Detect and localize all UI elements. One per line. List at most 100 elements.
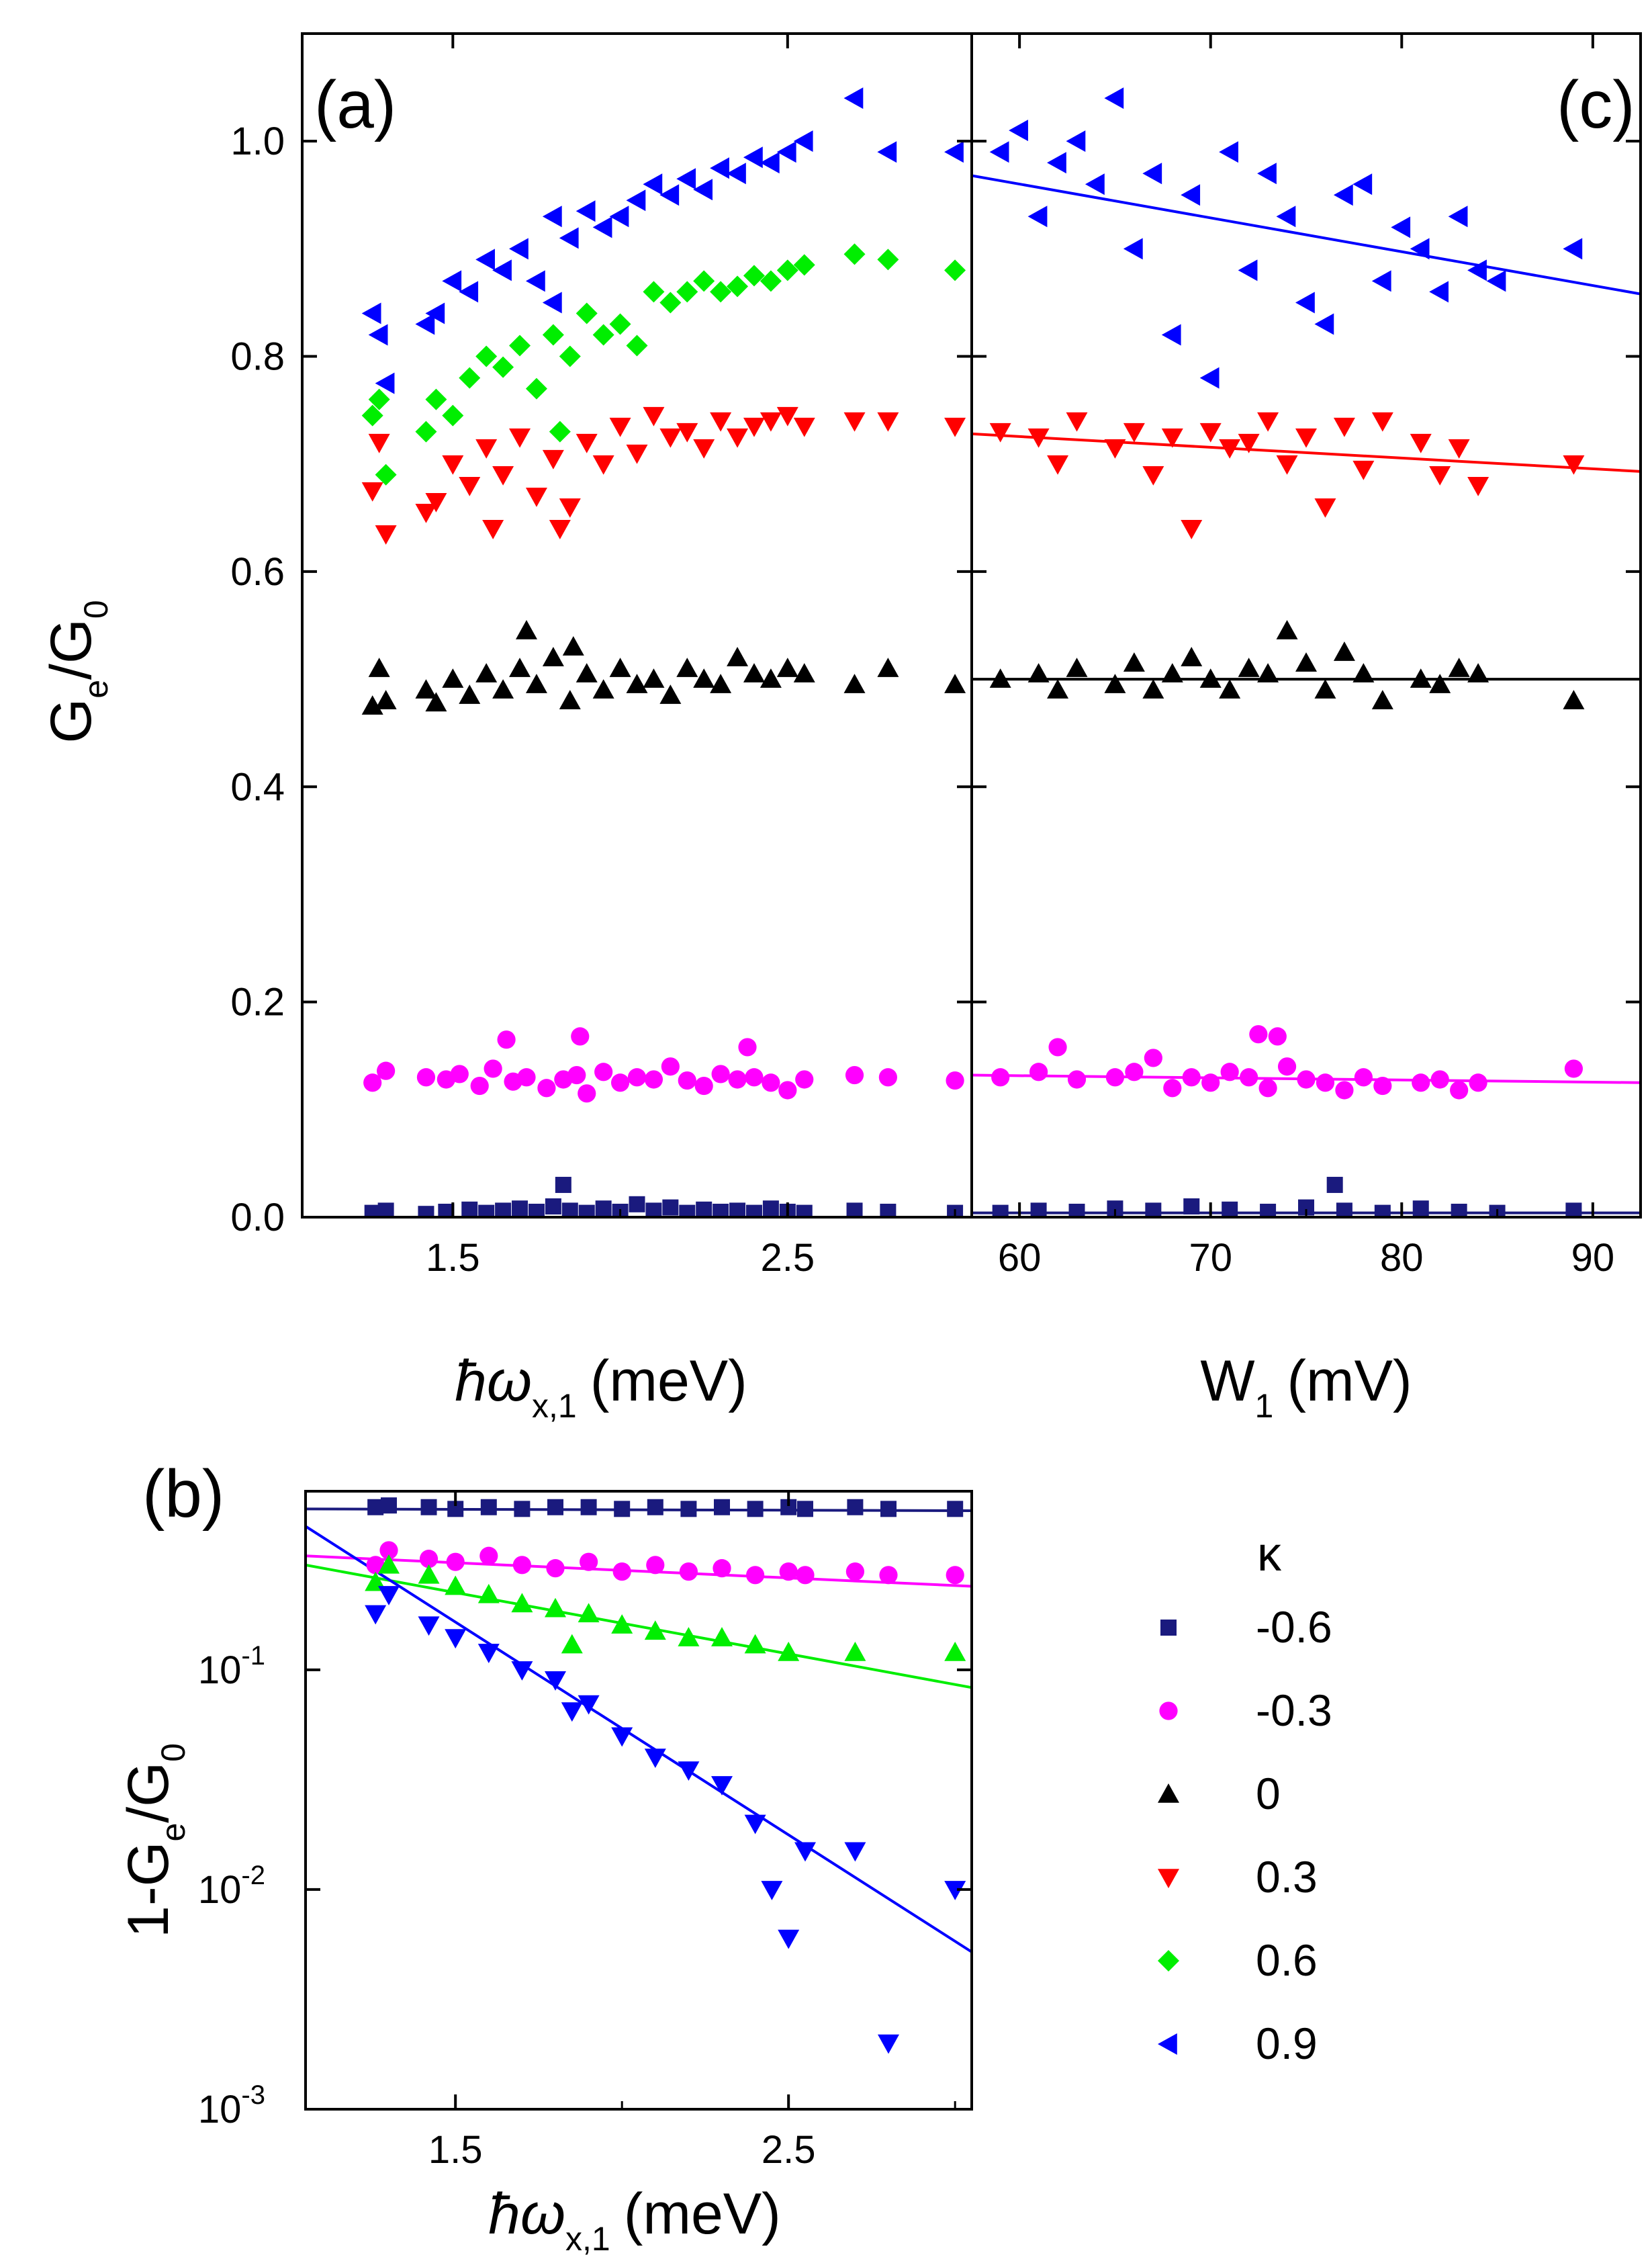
data-point (1429, 281, 1449, 303)
data-point (1181, 520, 1203, 539)
data-point (1123, 423, 1145, 443)
data-point (528, 1203, 545, 1217)
data-point (497, 1030, 516, 1049)
data-point (1276, 206, 1296, 228)
data-point (495, 1202, 512, 1217)
data-point (1564, 1059, 1583, 1078)
data-point (797, 1501, 813, 1517)
data-point (944, 417, 966, 437)
data-point (442, 404, 464, 427)
data-point (361, 695, 383, 715)
data-point (361, 482, 383, 502)
data-point (442, 668, 464, 688)
data-point (1067, 1070, 1087, 1089)
data-point (517, 1068, 536, 1087)
data-point (1181, 184, 1201, 206)
legend-label: 0 (1256, 1769, 1281, 1818)
data-point (1238, 259, 1258, 281)
data-point (643, 281, 665, 303)
data-point (843, 243, 866, 265)
x-tick-label: 90 (1571, 1236, 1615, 1280)
data-point (1352, 663, 1375, 682)
data-point (645, 1202, 662, 1217)
data-point (844, 1842, 866, 1862)
data-point (461, 1201, 478, 1217)
data-point (713, 1203, 729, 1217)
legend-marker (1158, 1783, 1179, 1803)
data-point (880, 1501, 897, 1517)
data-point (366, 1556, 385, 1575)
legend-entry: 0.6 (1158, 1935, 1318, 1985)
data-point (1336, 1202, 1352, 1217)
data-point (693, 439, 715, 459)
data-point (368, 388, 390, 410)
data-point (1295, 292, 1315, 314)
legend-label: -0.6 (1256, 1602, 1332, 1652)
data-point (368, 433, 390, 453)
data-point (381, 1497, 397, 1514)
data-point (626, 189, 646, 212)
data-point (1145, 1202, 1162, 1217)
data-point (379, 1541, 398, 1560)
panel-a-plot: 1.5 2.5 0.0 0.2 0.4 0.6 0.8 1.0 (230, 32, 973, 1280)
data-point (478, 1204, 495, 1217)
data-point (1182, 1068, 1201, 1087)
data-point (1142, 466, 1164, 486)
data-point (418, 1616, 440, 1636)
data-point (761, 1881, 783, 1900)
data-point (509, 658, 531, 677)
data-point (710, 412, 732, 432)
plot-area (361, 87, 966, 1217)
data-point (445, 1629, 467, 1649)
data-point (578, 1204, 595, 1217)
data-point (1429, 466, 1451, 486)
data-point (1199, 668, 1222, 688)
data-point (438, 1203, 455, 1217)
data-point (1410, 238, 1430, 260)
data-point (678, 1627, 700, 1646)
data-point (525, 270, 545, 292)
data-point (1161, 324, 1181, 346)
data-point (545, 1597, 566, 1618)
data-point (1486, 270, 1506, 292)
data-point (1066, 412, 1088, 432)
data-point (559, 227, 579, 249)
data-point (1027, 206, 1048, 228)
data-point (375, 690, 397, 709)
data-point (578, 1084, 596, 1103)
data-point (643, 668, 665, 688)
legend-label: 0.9 (1256, 2019, 1318, 2068)
data-point (727, 428, 749, 448)
data-point (778, 1641, 800, 1661)
data-point (727, 163, 746, 185)
data-point (1219, 679, 1241, 699)
data-point (877, 249, 899, 271)
panel-b-label: (b) (142, 1456, 224, 1532)
data-point (1563, 455, 1585, 475)
data-point (843, 412, 866, 432)
data-point (1335, 1081, 1354, 1100)
data-point (1009, 120, 1028, 142)
data-point (626, 335, 648, 357)
data-point (647, 1499, 663, 1515)
x-tick-label: 1.5 (428, 2128, 483, 2172)
data-point (480, 1499, 497, 1515)
data-point (580, 1552, 598, 1571)
data-point (1297, 1070, 1316, 1089)
data-point (445, 1575, 467, 1595)
data-point (1448, 206, 1468, 228)
data-point (549, 520, 571, 539)
data-point (696, 1201, 713, 1217)
data-point (793, 663, 815, 682)
data-point (509, 238, 529, 260)
data-point (1085, 173, 1105, 195)
data-point (418, 1206, 434, 1217)
data-point (710, 281, 732, 303)
panel-c-plot: 60 70 80 90 (970, 32, 1642, 1280)
data-point (743, 146, 763, 169)
data-point (659, 184, 680, 206)
data-point (1430, 1070, 1449, 1089)
data-point (659, 684, 682, 704)
data-point (420, 1499, 437, 1515)
